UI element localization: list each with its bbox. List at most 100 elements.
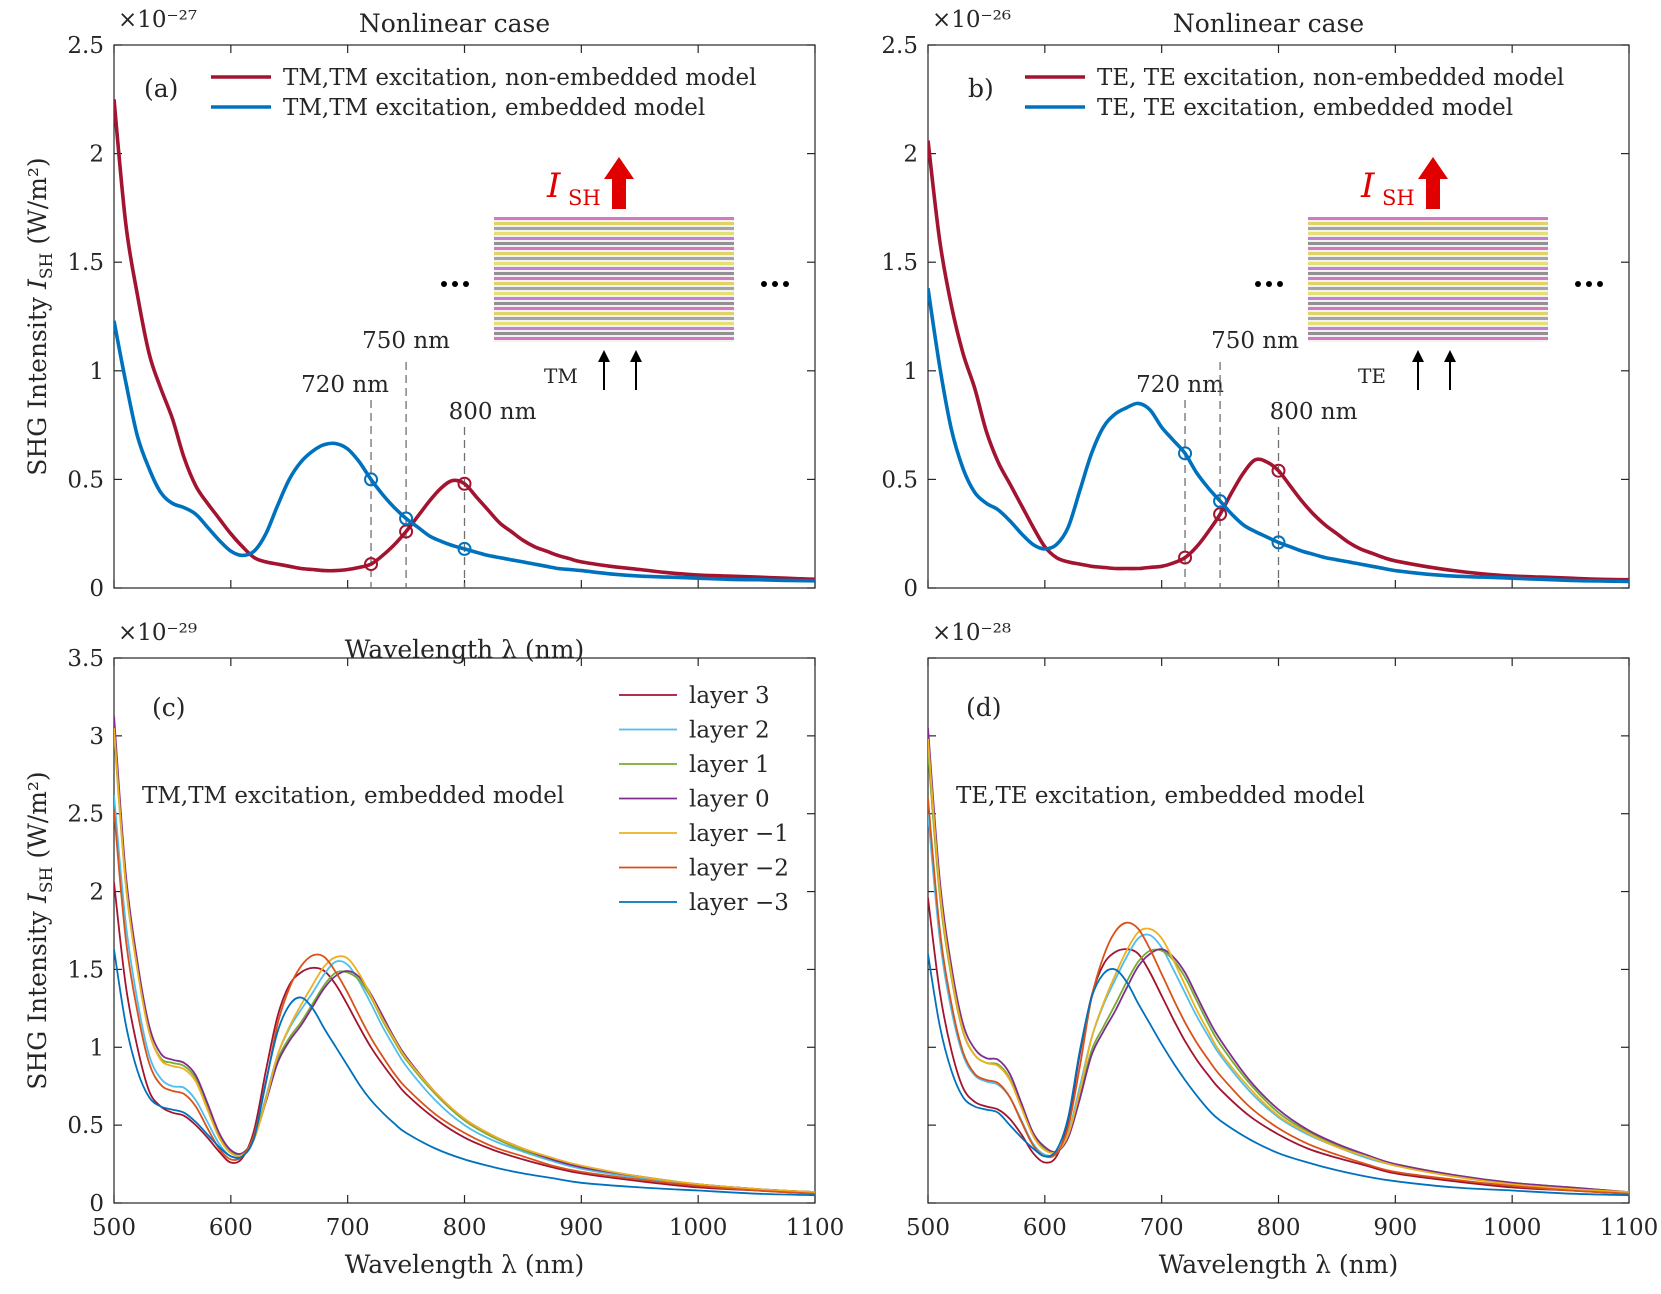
inset-lattice-row (1308, 282, 1548, 285)
inset-lattice-row (1308, 292, 1548, 295)
inset-lattice-row (1308, 222, 1548, 225)
inset-lattice-row (494, 222, 734, 225)
marker-circle (1271, 463, 1286, 478)
inset-lattice-row (494, 322, 734, 325)
marker-label: 750 nm (362, 328, 450, 354)
legend-label: layer 1 (689, 752, 770, 778)
excitation-arrowhead (630, 350, 642, 362)
inset-lattice-row (494, 307, 734, 310)
inset-lattice-row (1308, 312, 1548, 315)
y-tick-label: 2.5 (67, 33, 104, 59)
ellipsis-dot-left (1255, 281, 1261, 287)
panel-d: 500 600 700 800 900 1000 1100 ×10⁻²⁸ Wavelength … (906, 620, 1658, 1279)
inset-lattice-row (1308, 217, 1548, 220)
series-line (114, 882, 815, 1195)
marker-circle (1213, 494, 1228, 509)
series-line (114, 320, 815, 583)
y-tick-label: 0 (89, 576, 104, 602)
inset-lattice-row (494, 262, 734, 265)
inset-lattice-row (1308, 322, 1548, 325)
inset-intensity-label: I (1360, 166, 1375, 206)
legend-label: TE, TE excitation, non-embedded model (1097, 65, 1564, 91)
excitation-arrowhead (1444, 350, 1456, 362)
marker-circle (1178, 446, 1193, 461)
excitation-arrowhead (598, 350, 610, 362)
marker-label: 720 nm (301, 372, 389, 398)
panel-annotation: TE,TE excitation, embedded model (956, 783, 1365, 809)
x-tick-label: 500 (92, 1215, 136, 1241)
x-tick-label: 600 (209, 1215, 253, 1241)
inset-lattice-row (1308, 327, 1548, 330)
ellipsis-dot-right (1586, 281, 1592, 287)
inset-lattice-row (494, 287, 734, 290)
marker-circle (1271, 535, 1286, 550)
excitation-label: TM (544, 364, 578, 388)
y-tick-label: 0.5 (67, 1113, 104, 1139)
marker-circle (1213, 507, 1228, 522)
series-line (114, 794, 815, 1193)
inset-lattice-row (1308, 242, 1548, 245)
emission-arrow (1418, 157, 1448, 209)
marker-circle (1178, 550, 1193, 565)
panel-c: 500 600 700 800 900 1000 1100 0 0.5 1 1.5 2 2.5 3 3.5 ×… (23, 620, 844, 1279)
y-tick-label: 1 (903, 359, 918, 385)
series-line (928, 140, 1629, 582)
series-line (928, 738, 1629, 1193)
x-tick-label: 800 (443, 1215, 487, 1241)
series-line (114, 728, 815, 1193)
panel-title: Nonlinear case (359, 9, 550, 38)
inset-lattice-row (1308, 252, 1548, 255)
ellipsis-dot-left (1266, 281, 1272, 287)
inset-lattice-row (494, 277, 734, 280)
inset-lattice-row (1308, 337, 1548, 340)
legend-label: layer 3 (689, 683, 770, 709)
ellipsis-dot-left (452, 281, 458, 287)
series-line (114, 732, 815, 1193)
inset-intensity-subscript: SH (1382, 186, 1415, 210)
marker-label: 750 nm (1211, 328, 1299, 354)
excitation-arrowhead (1412, 350, 1424, 362)
legend-label: layer 2 (689, 718, 770, 744)
ellipsis-dot-right (1575, 281, 1581, 287)
y-tick-label: 2 (89, 880, 104, 906)
series-line (928, 728, 1629, 1193)
inset-lattice-row (494, 227, 734, 230)
legend-label: layer 0 (689, 787, 770, 813)
ellipsis-dot-right (772, 281, 778, 287)
y-tick-label: 0.5 (67, 467, 104, 493)
y-tick-label: 2 (903, 142, 918, 168)
marker-label: 800 nm (1270, 399, 1358, 425)
panel-tag: (c) (152, 693, 186, 722)
inset-lattice-row (1308, 317, 1548, 320)
series-line (928, 288, 1629, 584)
marker-label: 720 nm (1136, 372, 1224, 398)
ellipsis-dot-left (1277, 281, 1283, 287)
y-tick-label: 3.5 (67, 646, 104, 672)
inset-lattice-row (494, 282, 734, 285)
ellipsis-dot-right (1597, 281, 1603, 287)
inset-lattice-row (494, 232, 734, 235)
series-line (928, 953, 1629, 1197)
inset-lattice-row (1308, 277, 1548, 280)
marker-circle (457, 541, 472, 556)
y-tick-label: 1.5 (881, 250, 918, 276)
inset-lattice-row (494, 237, 734, 240)
y-tick-label: 1 (89, 1035, 104, 1061)
inset-lattice-row (1308, 257, 1548, 260)
inset-lattice-row (494, 242, 734, 245)
panel-b: 0 0.5 1 1.5 2 2.5 ×10⁻²⁶ Nonlinear case b) 720 nm… (881, 7, 1630, 602)
legend-label: layer −3 (689, 890, 789, 916)
y-tick-label: 1.5 (67, 957, 104, 983)
inset-lattice-row (494, 292, 734, 295)
inset-lattice-row (494, 297, 734, 300)
inset-lattice-row (1308, 332, 1548, 335)
marker-circle (364, 557, 379, 572)
inset-lattice-row (494, 257, 734, 260)
y-tick-label: 0.5 (881, 467, 918, 493)
x-tick-label: 600 (1023, 1215, 1067, 1241)
panel-title: Nonlinear case (1173, 9, 1364, 38)
inset-lattice-row (1308, 267, 1548, 270)
series-line (114, 810, 815, 1195)
inset-intensity-subscript: SH (568, 186, 601, 210)
inset-lattice-row (1308, 237, 1548, 240)
